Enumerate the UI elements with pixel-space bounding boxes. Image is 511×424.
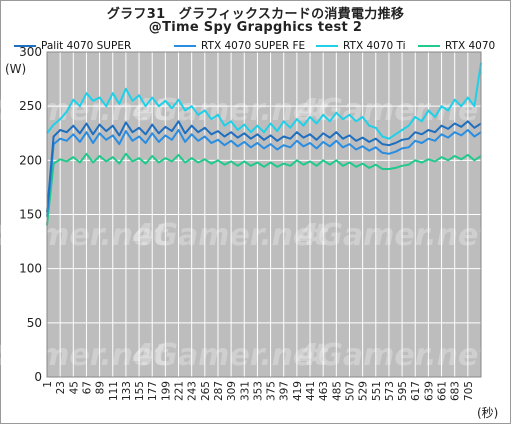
x-tick-label: 375 bbox=[266, 381, 278, 401]
x-tick-label: 617 bbox=[410, 381, 422, 401]
chart-subtitle: @Time Spy Grapghics test 2 bbox=[148, 20, 363, 35]
x-tick-label: 551 bbox=[371, 381, 383, 401]
x-tick-label: 89 bbox=[95, 381, 107, 394]
x-tick-label: 309 bbox=[226, 381, 238, 401]
legend-item-rtx-4070-ti: RTX 4070 Ti bbox=[316, 40, 406, 52]
x-tick-label: 485 bbox=[331, 381, 343, 401]
x-tick-label: 353 bbox=[252, 381, 264, 401]
watermark: 4Gamer.net bbox=[0, 218, 169, 253]
x-tick-label: 287 bbox=[213, 381, 225, 401]
watermark: 4Gamer.net bbox=[0, 338, 169, 373]
x-tick-label: 331 bbox=[239, 381, 251, 401]
series-line-2 bbox=[46, 62, 482, 140]
legend-item-rtx-4070: RTX 4070 bbox=[418, 40, 495, 52]
legend-swatch bbox=[316, 45, 338, 47]
y-tick-label: 100 bbox=[19, 262, 42, 276]
y-tick-label: 200 bbox=[19, 153, 42, 167]
x-tick-label: 45 bbox=[68, 381, 80, 394]
legend-swatch bbox=[14, 45, 36, 47]
x-tick-label: 595 bbox=[397, 381, 409, 401]
plot-border bbox=[46, 51, 482, 378]
chart-title: グラフ31 グラフィックスカードの消費電力推移 bbox=[106, 7, 405, 22]
y-tick-label: 0 bbox=[34, 370, 42, 384]
x-tick-label: 507 bbox=[344, 381, 356, 401]
watermark: 4Gamer.net bbox=[131, 218, 329, 253]
x-tick-label: 683 bbox=[450, 381, 462, 401]
x-tick-label: 111 bbox=[108, 381, 120, 401]
watermark: 4Gamer.net bbox=[296, 218, 494, 253]
x-tick-label: 441 bbox=[305, 381, 317, 401]
x-tick-label: 221 bbox=[174, 381, 186, 401]
legend-label: RTX 4070 Ti bbox=[343, 40, 406, 52]
x-tick-label: 155 bbox=[134, 381, 146, 401]
x-tick-label: 397 bbox=[279, 381, 291, 401]
legend-label: RTX 4070 SUPER FE bbox=[201, 40, 306, 52]
legend-swatch bbox=[418, 45, 440, 47]
watermark: 4Gamer.net bbox=[296, 338, 494, 373]
watermark: 4Gamer.net bbox=[131, 338, 329, 373]
y-tick-label: 150 bbox=[19, 208, 42, 222]
y-axis-unit: (W) bbox=[5, 62, 27, 76]
x-tick-label: 1 bbox=[42, 381, 54, 388]
x-tick-label: 67 bbox=[81, 381, 93, 394]
legend-swatch bbox=[174, 45, 196, 47]
x-tick-label: 463 bbox=[318, 381, 330, 401]
x-tick-label: 133 bbox=[121, 381, 133, 401]
legend-item-rtx-4070-super-fe: RTX 4070 SUPER FE bbox=[174, 40, 305, 52]
y-tick-label: 250 bbox=[19, 99, 42, 113]
x-tick-label: 243 bbox=[187, 381, 199, 401]
legend-item-palit-4070-super: Palit 4070 SUPER bbox=[14, 40, 131, 52]
x-tick-label: 573 bbox=[384, 381, 396, 401]
x-tick-label: 199 bbox=[160, 381, 172, 401]
x-tick-label: 23 bbox=[55, 381, 67, 394]
series-line-3 bbox=[46, 152, 482, 226]
series-line-0 bbox=[46, 120, 482, 213]
x-tick-label: 419 bbox=[292, 381, 304, 401]
x-tick-label: 177 bbox=[147, 381, 159, 401]
x-tick-label: 705 bbox=[463, 381, 475, 401]
x-axis-unit: (秒) bbox=[477, 406, 499, 420]
y-tick-label: 300 bbox=[19, 45, 42, 59]
x-tick-label: 529 bbox=[358, 381, 370, 401]
legend-label: RTX 4070 bbox=[445, 40, 496, 52]
x-tick-label: 265 bbox=[200, 381, 212, 401]
x-tick-label: 661 bbox=[437, 381, 449, 401]
series-line-1 bbox=[46, 129, 482, 217]
y-tick-label: 50 bbox=[27, 316, 42, 330]
legend-label: Palit 4070 SUPER bbox=[41, 40, 132, 52]
x-tick-label: 639 bbox=[423, 381, 435, 401]
